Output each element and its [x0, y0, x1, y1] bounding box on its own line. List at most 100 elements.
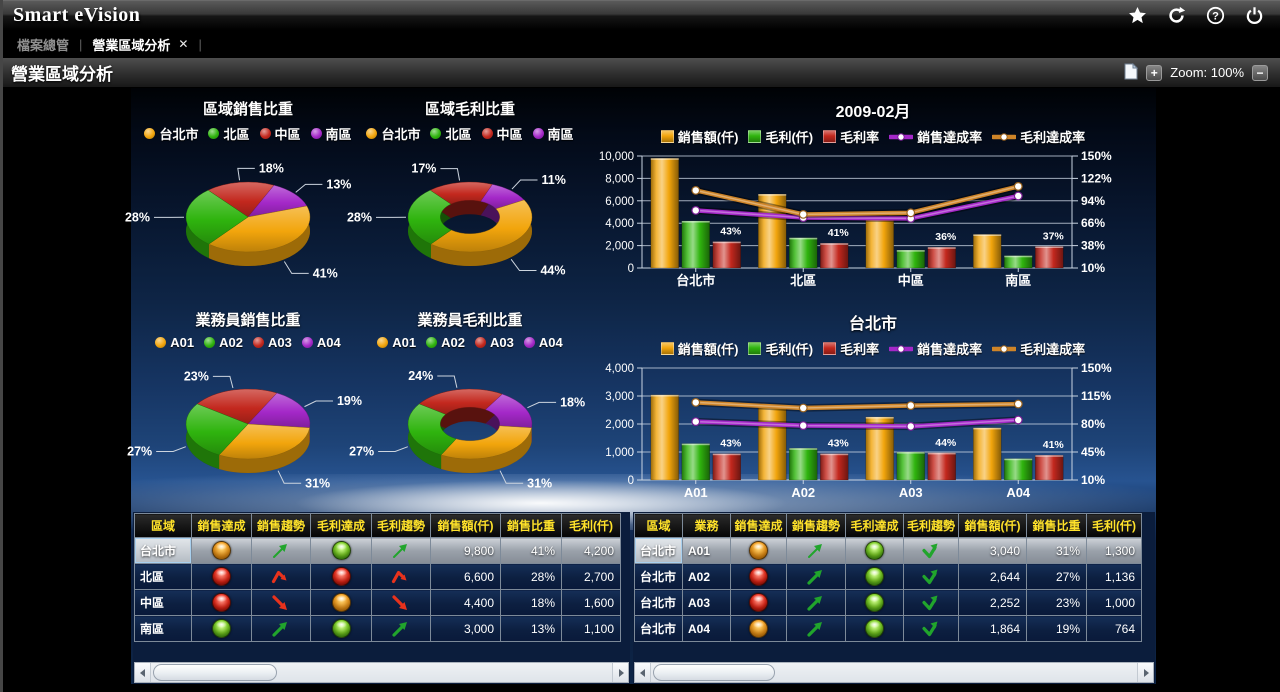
combo-chart[interactable]: 0 2,000 4,000 6,000 8,000 10,000 10% 38% 66% 94% 1… [591, 146, 1155, 308]
status-cell[interactable] [845, 563, 904, 590]
label-cell[interactable]: 台北市 [634, 589, 683, 616]
label-cell[interactable]: 台北市 [134, 537, 192, 564]
chart-region-sales-share[interactable]: 區域銷售比重 台北市 北區 中區 南區 18% 13% 41% 28% [125, 88, 359, 301]
agent-table-scrollbar[interactable] [634, 662, 1154, 683]
table-row[interactable]: 中區 4,400 18% 1,600 [134, 589, 621, 616]
label-cell[interactable]: A01 [682, 537, 731, 564]
column-header[interactable]: 銷售達成 [191, 513, 252, 538]
trend-cell[interactable] [903, 589, 959, 616]
value-cell[interactable]: 2,644 [958, 563, 1027, 590]
column-header[interactable]: 毛利趨勢 [903, 513, 959, 538]
status-cell[interactable] [730, 537, 787, 564]
tab-close-icon[interactable]: ✕ [178, 37, 189, 51]
value-cell[interactable]: 3,000 [430, 615, 501, 642]
trend-cell[interactable] [903, 537, 959, 564]
column-header[interactable]: 毛利達成 [845, 513, 904, 538]
column-header[interactable]: 銷售比重 [1026, 513, 1087, 538]
value-cell[interactable]: 2,700 [561, 563, 621, 590]
trend-cell[interactable] [371, 563, 431, 590]
column-header[interactable]: 銷售達成 [730, 513, 787, 538]
trend-cell[interactable] [371, 537, 431, 564]
label-cell[interactable]: A02 [682, 563, 731, 590]
trend-cell[interactable] [251, 615, 311, 642]
label-cell[interactable]: 台北市 [634, 563, 683, 590]
label-cell[interactable]: 南區 [134, 615, 192, 642]
trend-cell[interactable] [903, 563, 959, 590]
column-header[interactable]: 毛利(仟) [561, 513, 621, 538]
label-cell[interactable]: 台北市 [634, 537, 683, 564]
zoom-out-button[interactable]: − [1252, 64, 1268, 81]
column-header[interactable]: 區域 [134, 513, 192, 538]
scrollbar-track[interactable] [651, 663, 1137, 682]
tab-sales-region-analysis[interactable]: 營業區域分析 ✕ [92, 35, 188, 54]
favorite-star-icon[interactable] [1128, 6, 1147, 25]
label-cell[interactable]: 台北市 [634, 615, 683, 642]
column-header[interactable]: 銷售趨勢 [251, 513, 311, 538]
table-row[interactable]: 台北市 A01 3,040 31% 1,300 [634, 537, 1142, 564]
trend-cell[interactable] [251, 589, 311, 616]
value-cell[interactable]: 1,136 [1086, 563, 1142, 590]
value-cell[interactable]: 6,600 [430, 563, 501, 590]
label-cell[interactable]: 北區 [134, 563, 192, 590]
chart-agent-margin-share[interactable]: 業務員毛利比重 A01 A02 A03 A04 24% 18% 31% 27% [349, 299, 585, 510]
trend-cell[interactable] [786, 615, 846, 642]
scroll-right-button[interactable] [1137, 663, 1153, 682]
scrollbar-track[interactable] [151, 663, 612, 682]
value-cell[interactable]: 18% [500, 589, 562, 616]
label-cell[interactable]: A03 [682, 589, 731, 616]
scroll-right-button[interactable] [612, 663, 628, 682]
chart-region-margin-share[interactable]: 區域毛利比重 台北市 北區 中區 南區 17% 11% 44% 28% [347, 88, 581, 299]
donut-chart[interactable]: 24% 18% 31% 27% [349, 350, 585, 508]
value-cell[interactable]: 1,300 [1086, 537, 1142, 564]
status-cell[interactable] [845, 615, 904, 642]
region-table-scrollbar[interactable] [134, 662, 629, 683]
column-header[interactable]: 銷售額(仟) [430, 513, 501, 538]
trend-cell[interactable] [786, 537, 846, 564]
column-header[interactable]: 毛利趨勢 [371, 513, 431, 538]
combo-chart[interactable]: 0 1,000 2,000 3,000 4,000 10% 45% 80% 115% 150% 43… [591, 358, 1155, 520]
status-cell[interactable] [730, 589, 787, 616]
label-cell[interactable]: A04 [682, 615, 731, 642]
column-header[interactable]: 毛利(仟) [1086, 513, 1142, 538]
power-icon[interactable] [1245, 6, 1264, 25]
refresh-icon[interactable] [1167, 6, 1186, 25]
tab-file-explorer[interactable]: 檔案總管 [17, 37, 70, 53]
table-row[interactable]: 台北市 9,800 41% 4,200 [134, 537, 621, 564]
column-header[interactable]: 銷售額(仟) [958, 513, 1027, 538]
value-cell[interactable]: 1,100 [561, 615, 621, 642]
status-cell[interactable] [730, 615, 787, 642]
trend-cell[interactable] [251, 563, 311, 590]
value-cell[interactable]: 3,040 [958, 537, 1027, 564]
status-cell[interactable] [191, 537, 252, 564]
table-row[interactable]: 台北市 A03 2,252 23% 1,000 [634, 589, 1142, 616]
chart-agent-sales-share[interactable]: 業務員銷售比重 A01 A02 A03 A04 23% 19% 31% 27% [127, 299, 362, 510]
trend-cell[interactable] [786, 563, 846, 590]
pie-chart[interactable]: 18% 13% 41% 28% [125, 143, 359, 301]
value-cell[interactable]: 28% [500, 563, 562, 590]
trend-cell[interactable] [371, 589, 431, 616]
value-cell[interactable]: 41% [500, 537, 562, 564]
value-cell[interactable]: 27% [1026, 563, 1087, 590]
value-cell[interactable]: 2,252 [958, 589, 1027, 616]
scrollbar-thumb[interactable] [153, 664, 278, 681]
status-cell[interactable] [310, 537, 372, 564]
column-header[interactable]: 業務 [682, 513, 731, 538]
zoom-in-button[interactable]: + [1146, 64, 1163, 81]
value-cell[interactable]: 13% [500, 615, 562, 642]
status-cell[interactable] [191, 589, 252, 616]
value-cell[interactable]: 23% [1026, 589, 1087, 616]
value-cell[interactable]: 31% [1026, 537, 1087, 564]
status-cell[interactable] [191, 615, 252, 642]
trend-cell[interactable] [371, 615, 431, 642]
value-cell[interactable]: 1,000 [1086, 589, 1142, 616]
document-icon[interactable] [1124, 62, 1139, 83]
value-cell[interactable]: 1,864 [958, 615, 1027, 642]
value-cell[interactable]: 19% [1026, 615, 1087, 642]
table-row[interactable]: 台北市 A02 2,644 27% 1,136 [634, 563, 1142, 590]
status-cell[interactable] [191, 563, 252, 590]
chart-taipei-by-agent[interactable]: 台北市 銷售額(仟) 毛利(仟) 毛利率 銷售達成率 毛利達成率 0 1,000 2,000… [591, 302, 1155, 510]
value-cell[interactable]: 1,600 [561, 589, 621, 616]
column-header[interactable]: 毛利達成 [310, 513, 372, 538]
table-row[interactable]: 北區 6,600 28% 2,700 [134, 563, 621, 590]
value-cell[interactable]: 764 [1086, 615, 1142, 642]
